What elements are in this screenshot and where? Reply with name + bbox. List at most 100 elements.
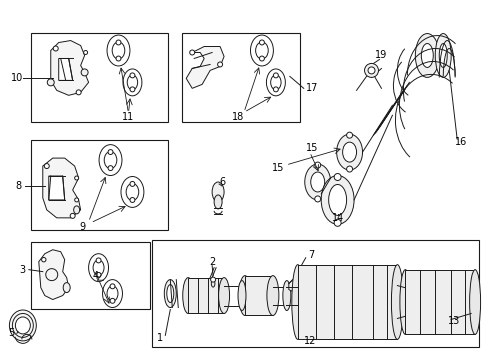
Circle shape xyxy=(333,219,341,226)
Polygon shape xyxy=(49,176,64,200)
Text: 15: 15 xyxy=(271,163,284,173)
Text: 9: 9 xyxy=(80,222,85,232)
Bar xyxy=(31,242,150,310)
Text: 6: 6 xyxy=(219,177,224,187)
Polygon shape xyxy=(59,58,73,80)
Ellipse shape xyxy=(270,75,281,90)
Circle shape xyxy=(130,181,135,186)
Ellipse shape xyxy=(74,206,80,214)
Text: 11: 11 xyxy=(122,112,134,122)
Ellipse shape xyxy=(342,142,356,162)
Circle shape xyxy=(346,132,352,138)
Text: 12: 12 xyxy=(303,336,315,346)
Ellipse shape xyxy=(121,176,143,207)
Ellipse shape xyxy=(282,280,290,310)
Ellipse shape xyxy=(122,69,142,96)
Circle shape xyxy=(130,73,135,78)
Polygon shape xyxy=(288,280,296,292)
Circle shape xyxy=(47,79,54,86)
Ellipse shape xyxy=(266,69,285,96)
Ellipse shape xyxy=(183,278,193,314)
Text: 8: 8 xyxy=(16,181,22,191)
Circle shape xyxy=(96,273,101,277)
Text: 15: 15 xyxy=(305,143,317,153)
Circle shape xyxy=(116,40,121,45)
Text: 4: 4 xyxy=(92,271,99,281)
Ellipse shape xyxy=(390,265,403,339)
Ellipse shape xyxy=(336,134,362,170)
Polygon shape xyxy=(39,250,68,300)
Text: 10: 10 xyxy=(11,73,23,84)
Circle shape xyxy=(81,69,88,76)
Bar xyxy=(297,265,397,339)
Ellipse shape xyxy=(211,280,214,287)
Circle shape xyxy=(44,163,49,168)
Polygon shape xyxy=(186,46,224,88)
Circle shape xyxy=(273,73,278,78)
Ellipse shape xyxy=(399,270,410,334)
Circle shape xyxy=(116,56,121,61)
Ellipse shape xyxy=(328,184,346,215)
Bar xyxy=(31,32,168,122)
Ellipse shape xyxy=(238,280,245,310)
Circle shape xyxy=(364,63,378,77)
Ellipse shape xyxy=(164,280,176,307)
Circle shape xyxy=(96,258,101,263)
Bar xyxy=(31,140,168,230)
Text: 14: 14 xyxy=(331,213,343,223)
Text: 18: 18 xyxy=(231,112,244,122)
Circle shape xyxy=(70,213,75,219)
Polygon shape xyxy=(51,41,88,95)
Text: 2: 2 xyxy=(208,257,215,267)
Circle shape xyxy=(108,150,113,154)
Bar xyxy=(188,278,224,314)
Circle shape xyxy=(75,176,79,180)
Ellipse shape xyxy=(239,276,250,315)
Ellipse shape xyxy=(321,176,353,224)
Bar xyxy=(244,276,272,315)
Text: 5: 5 xyxy=(8,328,14,338)
Text: 19: 19 xyxy=(375,50,387,60)
Circle shape xyxy=(110,284,115,289)
Ellipse shape xyxy=(438,44,447,67)
Circle shape xyxy=(346,166,352,172)
Circle shape xyxy=(189,50,194,55)
Ellipse shape xyxy=(107,286,118,301)
Ellipse shape xyxy=(468,270,480,334)
Circle shape xyxy=(76,90,81,95)
Circle shape xyxy=(259,56,264,61)
Ellipse shape xyxy=(9,310,36,341)
Ellipse shape xyxy=(291,265,303,339)
Text: 17: 17 xyxy=(305,84,317,93)
Ellipse shape xyxy=(218,278,229,314)
Polygon shape xyxy=(42,158,81,218)
Circle shape xyxy=(314,162,320,168)
Circle shape xyxy=(41,257,46,262)
Ellipse shape xyxy=(255,42,268,59)
Circle shape xyxy=(108,166,113,171)
Ellipse shape xyxy=(93,260,104,275)
Circle shape xyxy=(259,40,264,45)
Bar xyxy=(405,270,474,334)
Ellipse shape xyxy=(304,164,330,200)
Ellipse shape xyxy=(250,35,273,66)
Ellipse shape xyxy=(266,276,278,315)
Ellipse shape xyxy=(104,152,117,168)
Text: 3: 3 xyxy=(20,265,26,275)
Circle shape xyxy=(333,174,341,180)
Ellipse shape xyxy=(126,184,139,201)
Ellipse shape xyxy=(107,35,130,66)
Ellipse shape xyxy=(421,44,432,67)
Ellipse shape xyxy=(127,75,137,90)
Ellipse shape xyxy=(112,42,124,59)
Text: 7: 7 xyxy=(308,250,314,260)
Ellipse shape xyxy=(214,195,222,209)
Circle shape xyxy=(130,87,135,92)
Circle shape xyxy=(75,198,79,202)
Text: 1: 1 xyxy=(157,333,163,343)
Ellipse shape xyxy=(434,33,450,77)
Circle shape xyxy=(367,67,374,74)
Text: 13: 13 xyxy=(447,316,459,327)
Text: 16: 16 xyxy=(454,137,467,147)
Circle shape xyxy=(217,62,222,67)
